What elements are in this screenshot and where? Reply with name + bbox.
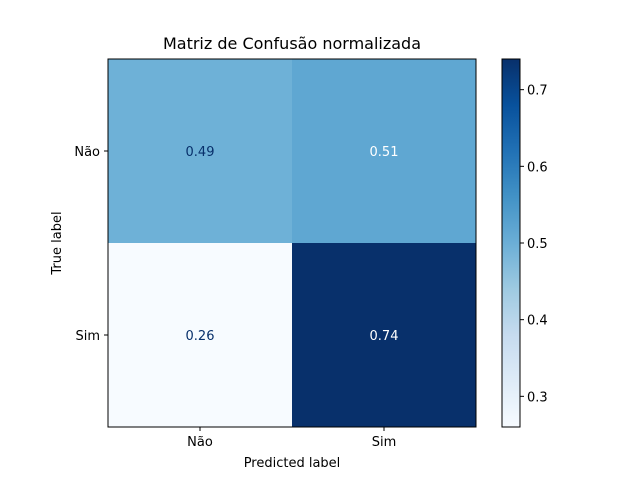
x-axis-label: Predicted label [244, 456, 341, 471]
plot-frame [107, 58, 477, 428]
cell-value-label: 0.26 [186, 329, 215, 344]
cell-value-label: 0.51 [370, 145, 399, 160]
x-tick-label: Sim [372, 435, 397, 450]
heatmap-cell [292, 243, 476, 427]
colorbar-ticks: 0.3 0.4 0.5 0.6 0.7 [520, 84, 548, 405]
colorbar-tick-label: 0.3 [527, 390, 548, 405]
heatmap-cell [108, 243, 292, 427]
y-tick-label: Sim [75, 329, 100, 344]
x-axis-ticks: Não Sim [187, 427, 396, 450]
colorbar [501, 58, 521, 428]
colorbar-tick-label: 0.7 [527, 84, 548, 99]
heatmap-cell-labels: 0.49 0.51 0.26 0.74 [186, 145, 399, 344]
chart-title: Matriz de Confusão normalizada [163, 34, 421, 53]
heatmap-cells [108, 59, 476, 427]
cell-value-label: 0.49 [186, 145, 215, 160]
x-tick-label: Não [187, 435, 213, 450]
colorbar-tick-label: 0.5 [527, 237, 548, 252]
y-axis-label: True label [50, 211, 65, 275]
y-axis-ticks: Não Sim [74, 145, 108, 344]
colorbar-tick-label: 0.4 [527, 314, 548, 329]
colorbar-tick-label: 0.6 [527, 160, 548, 175]
cell-value-label: 0.74 [370, 329, 399, 344]
y-tick-label: Não [74, 145, 100, 160]
heatmap-cell [292, 59, 476, 243]
heatmap-cell [108, 59, 292, 243]
